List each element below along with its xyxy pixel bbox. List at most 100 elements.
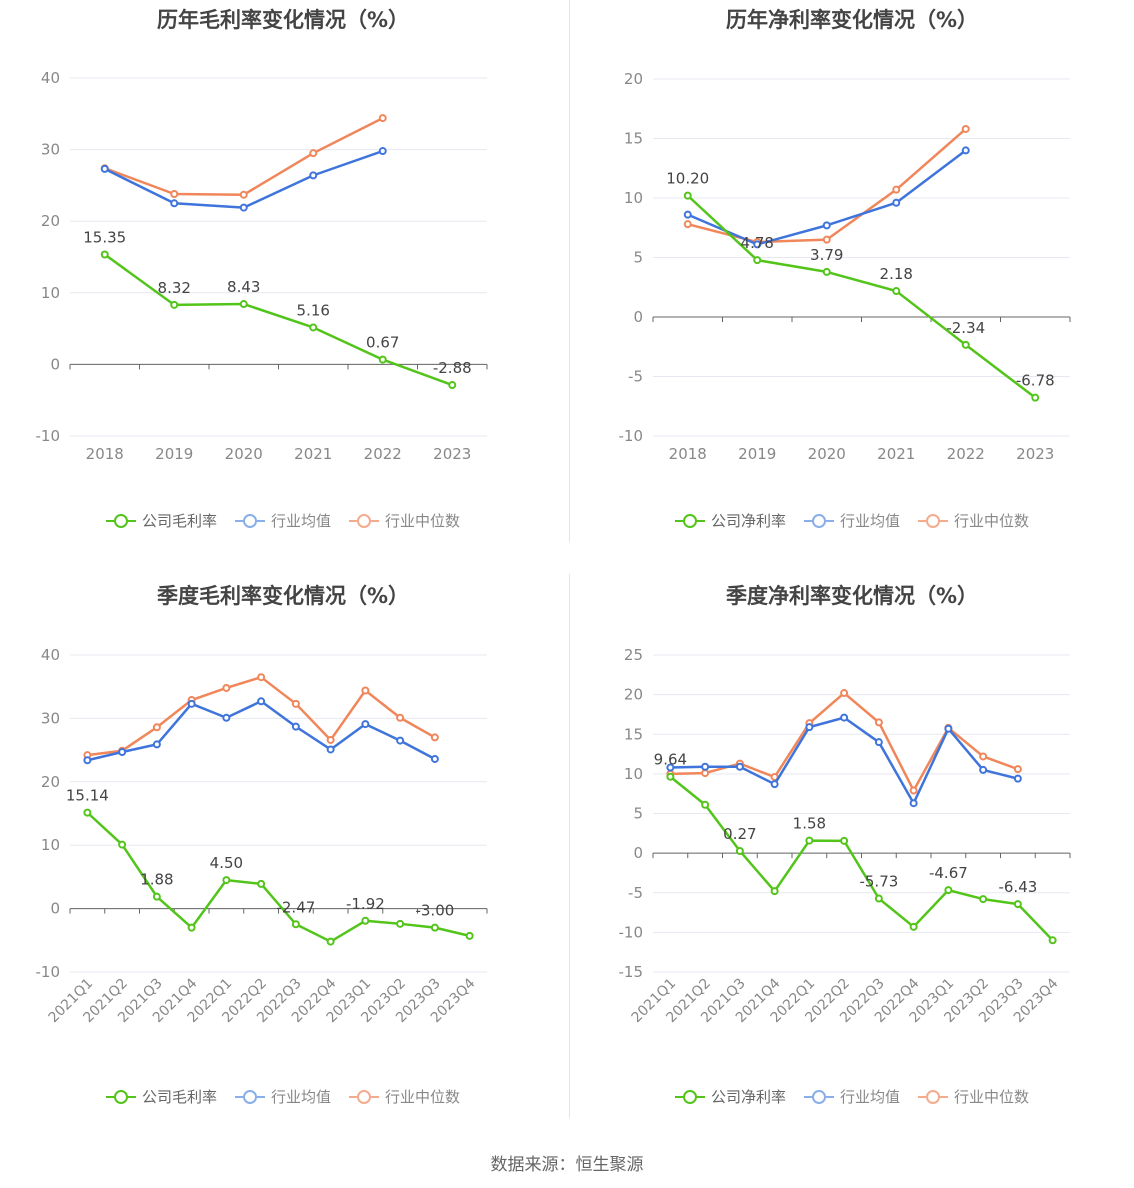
data-point-company [909,922,918,931]
data-label: 4.78 [741,234,774,252]
series-line-company [669,775,1054,942]
x-tick-label: 2022 [364,445,402,463]
data-label: 8.43 [227,278,260,296]
x-tick-label: 2021 [294,445,332,463]
data-label: 1.88 [140,871,173,889]
data-point-company [170,300,179,309]
data-label: 10.20 [666,170,709,188]
chart-quarterly-net: -15-10-505101520252021Q12021Q22021Q32021… [619,646,1071,1026]
legend-company-icon [105,513,136,529]
y-tick-label: 10 [41,284,60,302]
data-label: 1.58 [793,815,826,833]
y-tick-label: 0 [50,900,60,918]
legend-item-avg[interactable]: 行业均值 [234,510,331,531]
x-tick-label: 2020 [808,445,846,463]
series-line-avg [104,149,384,209]
data-point-company [979,895,988,904]
y-tick-label: -15 [619,963,644,981]
legend-label: 行业均值 [270,512,331,530]
legend-item-company[interactable]: 公司毛利率 [105,1086,217,1107]
data-label: -1.92 [346,895,385,913]
data-point-median [979,752,988,761]
x-tick-label: 2023 [1016,445,1054,463]
data-point-company [1013,900,1022,909]
data-point-avg [961,146,970,155]
legend-company-icon [105,1089,136,1105]
data-label: -6.43 [998,878,1037,896]
data-label: -5.73 [859,873,898,891]
series-line-avg [87,700,436,762]
data-point-avg [805,723,814,732]
y-tick-label: 15 [624,130,643,148]
legend-item-median[interactable]: 行业中位数 [349,510,460,531]
data-label: -2.47 [276,898,315,916]
panel-divider-top [569,0,570,542]
legend-avg-icon [234,1089,265,1105]
data-point-company [291,920,300,929]
y-tick-label: 15 [624,725,643,743]
data-point-avg [187,699,196,708]
y-tick-label: 5 [633,805,643,823]
x-tick-label: 2019 [155,445,193,463]
y-tick-label: 40 [41,69,60,87]
data-point-avg [892,198,901,207]
legend-label: 公司净利率 [710,512,786,530]
y-tick-label: 20 [41,212,60,230]
legend-item-median[interactable]: 行业中位数 [918,510,1029,531]
x-tick-label: 2019 [738,445,776,463]
series-line-median [87,675,436,757]
data-point-median [152,723,161,732]
data-point-median [430,733,439,742]
data-point-avg [1013,774,1022,783]
data-point-median [701,769,710,778]
data-point-company [83,808,92,817]
data-point-company [753,256,762,265]
data-point-company [152,892,161,901]
legend-item-median[interactable]: 行业中位数 [349,1086,460,1107]
chart-panel-annual-net: -10 -5 0 5 10 15 20 2018 2019 2020 2021 2022 2023 10.… [570,0,1134,545]
data-label: 3.79 [810,246,843,264]
y-tick-label: 20 [624,686,643,704]
legend-label: 公司净利率 [710,1088,786,1106]
data-point-company [465,931,474,940]
data-point-median [683,220,692,229]
legend-item-company[interactable]: 公司净利率 [674,1086,786,1107]
data-point-avg [735,762,744,771]
data-point-median [239,190,248,199]
y-tick-label: 0 [50,355,60,373]
data-point-company [448,381,457,390]
x-tick-label: 2022 [947,445,985,463]
legend-item-median[interactable]: 行业中位数 [918,1086,1029,1107]
data-point-avg [944,724,953,733]
legend-label: 行业中位数 [385,512,461,530]
y-tick-label: 0 [633,844,643,862]
legend-item-company[interactable]: 公司毛利率 [105,510,217,531]
y-tick-label: -10 [36,963,61,981]
y-tick-label: 0 [633,308,643,326]
data-label: -6.78 [1016,372,1055,390]
legend-item-avg[interactable]: 行业均值 [803,510,900,531]
legend-item-avg[interactable]: 行业均值 [803,1086,900,1107]
chart-panel-annual-gross: -10 0 10 20 30 40 2018 2019 2020 2021 2022 2023 15.3… [0,0,566,545]
data-point-company [396,919,405,928]
legend-label: 公司毛利率 [141,1088,217,1106]
data-point-avg [309,171,318,180]
chart-annual-net: -10 -5 0 5 10 15 20 2018 2019 2020 2021 2022 2023 10.… [619,70,1071,463]
chart-legend: 公司毛利率 行业均值 行业中位数 [0,1086,566,1107]
data-label: 0.67 [366,334,399,352]
data-point-company [840,836,849,845]
data-point-company [1031,393,1040,402]
data-point-median [326,735,335,744]
panel-divider-bottom [569,574,570,1118]
legend-item-avg[interactable]: 行业均值 [234,1086,331,1107]
data-point-company [326,937,335,946]
data-point-median [961,124,970,133]
data-label: 9.64 [654,751,687,769]
y-tick-label: 30 [41,709,60,727]
data-point-median [170,189,179,198]
chart-legend: 公司净利率 行业均值 行业中位数 [570,1086,1134,1107]
data-point-company [822,267,831,276]
legend-item-company[interactable]: 公司净利率 [674,510,786,531]
data-point-avg [822,221,831,230]
chart-panel-quarterly-net: -15 -10 -5 0 5 10 15 20 25 2021Q1 2021Q2 2021Q3 2021… [570,576,1134,1121]
